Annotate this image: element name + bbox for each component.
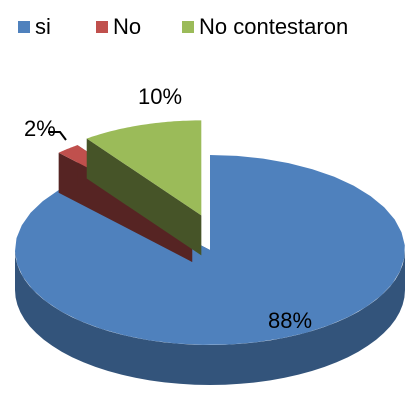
legend-swatch [182,21,194,33]
legend-swatch [18,21,30,33]
data-label: 88% [268,308,312,333]
legend-label: No [113,14,141,39]
legend-label: si [35,14,51,39]
legend-label: No contestaron [199,14,348,39]
slice [86,120,202,256]
data-label: 2% [24,116,56,141]
slice-top [86,120,202,216]
slice-wall [86,138,202,256]
leader-line [48,131,67,141]
data-label: 10% [138,84,182,109]
legend-swatch [96,21,108,33]
slice-side [15,250,405,385]
